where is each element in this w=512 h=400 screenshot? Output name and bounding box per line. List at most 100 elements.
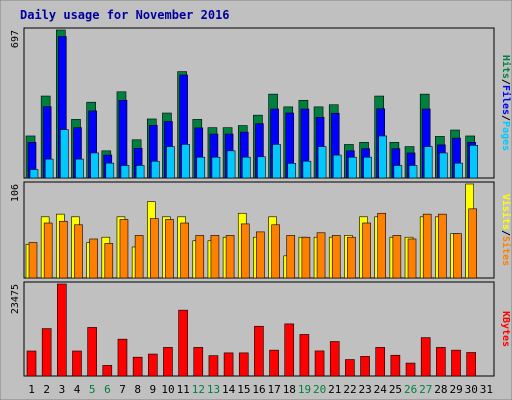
bar-pages-24	[378, 135, 388, 179]
legend-item: /	[500, 115, 511, 121]
bar-pages-15	[241, 156, 251, 179]
panel-middle: 106 Visits/Sites	[10, 181, 512, 279]
day-label: 28	[434, 383, 447, 396]
chart-panels: 697Hits/Files/Pages106Visits/Sites23475K…	[10, 27, 512, 377]
bar-sites-1	[28, 242, 38, 279]
max-label-top: 697	[10, 30, 21, 48]
bar-pages-1	[29, 169, 39, 179]
bar-sites-21	[331, 235, 341, 279]
bar-kbytes-27	[420, 337, 431, 377]
bar-sites-20	[316, 232, 326, 279]
day-label: 25	[389, 383, 402, 396]
bar-pages-23	[363, 156, 372, 179]
max-label-bottom: 23475	[10, 284, 21, 314]
bar-sites-23	[362, 222, 371, 279]
bar-pages-21	[332, 154, 342, 179]
bar-kbytes-26	[405, 362, 416, 377]
bar-kbytes-13	[208, 355, 219, 377]
bar-pages-22	[348, 156, 357, 179]
bar-sites-24	[377, 212, 387, 279]
bar-sites-9	[149, 218, 159, 279]
legend-item: Files	[500, 85, 512, 115]
bar-pages-10	[166, 146, 175, 179]
day-label: 24	[374, 383, 388, 396]
bar-pages-9	[150, 160, 160, 179]
bar-kbytes-21	[329, 341, 340, 377]
legend-bottom: KBytes	[500, 311, 511, 347]
bar-kbytes-3	[57, 283, 67, 377]
bar-kbytes-19	[299, 334, 310, 377]
bar-kbytes-23	[360, 356, 370, 377]
bar-kbytes-8	[132, 356, 143, 377]
day-label: 22	[343, 383, 356, 396]
day-label: 19	[298, 383, 311, 396]
day-label: 3	[59, 383, 66, 396]
legend-item: Hits	[500, 55, 512, 79]
bar-sites-14	[225, 235, 235, 279]
bar-pages-30	[469, 144, 478, 179]
bar-kbytes-29	[451, 349, 461, 377]
day-label: 17	[268, 383, 281, 396]
bar-kbytes-9	[147, 353, 158, 377]
day-label: 16	[252, 383, 265, 396]
day-label: 11	[177, 383, 190, 396]
bar-pages-2	[44, 158, 54, 179]
bar-pages-13	[211, 156, 221, 179]
bar-pages-18	[287, 163, 297, 179]
day-label: 1	[28, 383, 35, 396]
bar-pages-19	[302, 160, 312, 179]
bar-pages-11	[181, 144, 190, 179]
legend-item: /	[500, 230, 511, 236]
bar-kbytes-14	[223, 352, 234, 377]
bar-sites-16	[256, 231, 265, 279]
bar-pages-17	[272, 144, 281, 179]
bar-sites-19	[301, 236, 311, 279]
bar-pages-28	[439, 152, 448, 179]
chart-title: Daily usage for November 2016	[20, 8, 230, 22]
bar-sites-28	[438, 213, 447, 279]
bar-pages-8	[135, 165, 145, 179]
bar-pages-3	[60, 129, 69, 179]
bar-sites-30	[468, 208, 477, 279]
bar-sites-10	[165, 219, 174, 279]
bar-kbytes-25	[390, 354, 401, 377]
legend-item: Visits	[500, 194, 512, 230]
bar-sites-4	[74, 224, 83, 279]
bar-kbytes-7	[117, 338, 128, 377]
bar-kbytes-16	[254, 325, 264, 377]
bar-pages-6	[105, 162, 115, 179]
bar-sites-13	[210, 235, 220, 279]
bar-sites-3	[59, 220, 68, 279]
bar-kbytes-2	[41, 328, 52, 377]
legend-middle: Visits/Sites	[500, 194, 512, 266]
bar-kbytes-10	[163, 347, 173, 377]
bar-sites-22	[347, 236, 356, 279]
day-label: 30	[465, 383, 478, 396]
panel-bottom: 23475 KBytes	[10, 281, 511, 377]
bar-sites-17	[271, 224, 280, 279]
day-label: 8	[134, 383, 141, 396]
day-label: 23	[359, 383, 372, 396]
bar-sites-26	[407, 238, 417, 279]
bar-pages-20	[317, 146, 327, 179]
bar-kbytes-30	[466, 352, 476, 377]
bar-pages-4	[75, 158, 84, 179]
bar-sites-27	[422, 213, 432, 279]
bar-pages-27	[423, 146, 433, 179]
bar-pages-16	[257, 156, 266, 179]
bar-kbytes-6	[102, 365, 113, 377]
day-label: 13	[207, 383, 220, 396]
day-label: 14	[222, 383, 236, 396]
day-label: 26	[404, 383, 417, 396]
x-axis: 1 2 3 4 5 6 7 8 9 10 11 12 13 14 15 16 17 18 19 20 21 22 23 24 2…	[28, 383, 493, 396]
bar-sites-8	[134, 235, 144, 279]
bar-sites-6	[104, 243, 114, 279]
bar-sites-29	[453, 233, 462, 279]
bar-sites-18	[286, 235, 296, 279]
bar-kbytes-1	[26, 350, 37, 377]
bar-kbytes-28	[436, 347, 446, 377]
day-label: 12	[192, 383, 205, 396]
day-label: 7	[119, 383, 126, 396]
